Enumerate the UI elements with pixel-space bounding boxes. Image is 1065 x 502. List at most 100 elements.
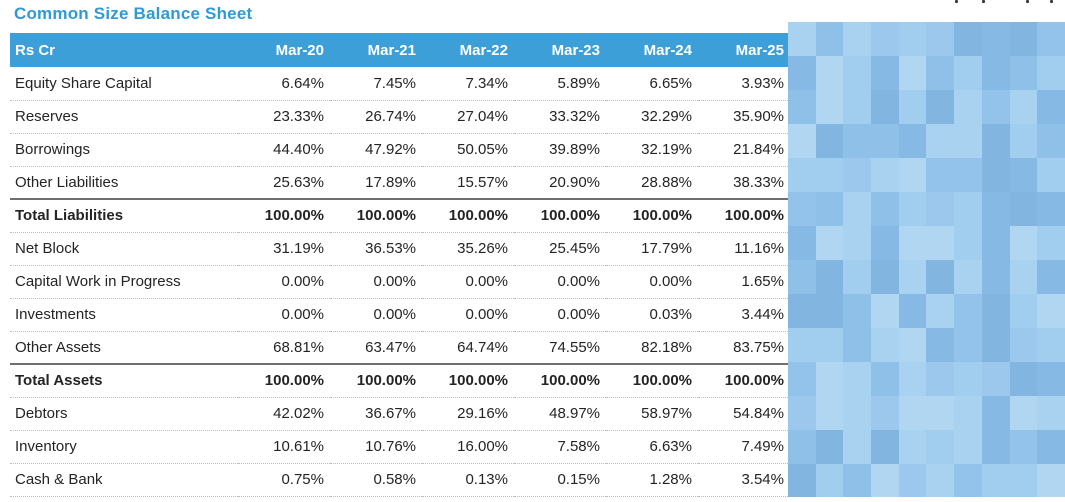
blur-tile: [898, 260, 927, 294]
blur-tile: [926, 430, 955, 464]
blur-tile: [954, 396, 982, 430]
blur-tile: [843, 464, 872, 497]
blur-tile: [1037, 294, 1065, 328]
blur-tile: [871, 56, 899, 90]
table-row: Other Assets 68.81% 63.47% 64.74% 74.55% 82.1…: [10, 331, 790, 365]
blur-tile: [1009, 396, 1038, 430]
blur-tile: [1037, 22, 1065, 56]
blur-tile: [843, 124, 872, 158]
blur-tile: [871, 158, 899, 192]
redacted-blur-panel: [788, 22, 1065, 497]
row-value: 44.40%: [238, 133, 330, 167]
blur-tile: [926, 124, 955, 158]
blur-tile: [788, 464, 816, 497]
table-row: Other Liabilities 25.63% 17.89% 15.57% 20.90…: [10, 166, 790, 200]
row-value: 100.00%: [514, 198, 606, 233]
row-value: 10.61%: [238, 430, 330, 464]
row-value: 100.00%: [698, 363, 790, 398]
row-value: 6.63%: [606, 430, 698, 464]
blur-tile: [954, 158, 982, 192]
blur-tile: [926, 294, 955, 328]
blur-tile: [788, 158, 816, 192]
row-value: 32.19%: [606, 133, 698, 167]
row-value: 0.00%: [514, 265, 606, 299]
blur-tile: [1009, 192, 1038, 226]
row-value: 64.74%: [422, 331, 514, 365]
row-value: 36.53%: [330, 232, 422, 266]
row-value: 17.89%: [330, 166, 422, 200]
blur-tile: [1037, 430, 1065, 464]
blur-tile: [1037, 226, 1065, 260]
row-value: 100.00%: [698, 198, 790, 233]
blur-tile: [815, 464, 844, 497]
row-value: 25.45%: [514, 232, 606, 266]
blur-tile: [815, 294, 844, 328]
row-value: 10.76%: [330, 430, 422, 464]
row-value: 38.33%: [698, 166, 790, 200]
blur-tile: [954, 294, 982, 328]
blur-tile: [1009, 158, 1038, 192]
row-value: 50.05%: [422, 133, 514, 167]
row-value: 0.00%: [330, 298, 422, 332]
blur-tile: [981, 260, 1010, 294]
row-value: 36.67%: [330, 397, 422, 431]
blur-tile: [1009, 464, 1038, 497]
blur-tile: [926, 362, 955, 396]
blur-tile: [926, 158, 955, 192]
blur-tile: [898, 158, 927, 192]
row-value: 100.00%: [330, 198, 422, 233]
row-value: 33.32%: [514, 100, 606, 134]
row-label: Borrowings: [10, 133, 238, 167]
blur-tile: [981, 124, 1010, 158]
blur-tile: [981, 328, 1010, 362]
blur-tile: [843, 362, 872, 396]
blur-tile: [815, 158, 844, 192]
blur-tile: [788, 124, 816, 158]
row-value: 32.29%: [606, 100, 698, 134]
row-value: 0.58%: [330, 463, 422, 497]
row-value: 82.18%: [606, 331, 698, 365]
blur-tile: [954, 124, 982, 158]
blur-tile: [871, 90, 899, 124]
unit-label-header: Rs Cr: [10, 33, 238, 67]
blur-tile: [788, 430, 816, 464]
blur-tile: [871, 22, 899, 56]
blur-tile: [981, 294, 1010, 328]
blur-tile: [926, 56, 955, 90]
blur-tile: [898, 90, 927, 124]
row-value: 0.00%: [422, 265, 514, 299]
blur-tile: [898, 294, 927, 328]
blur-tile: [981, 464, 1010, 497]
blur-tile: [1037, 192, 1065, 226]
row-value: 0.00%: [606, 265, 698, 299]
common-size-balance-sheet-table: Rs Cr Mar-20 Mar-21 Mar-22 Mar-23 Mar-24 Mar-…: [10, 33, 790, 497]
cropped-text-fragments: [0, 0, 1065, 4]
blur-tile: [843, 396, 872, 430]
blur-tile: [954, 22, 982, 56]
row-value: 26.74%: [330, 100, 422, 134]
blur-tile: [815, 362, 844, 396]
row-value: 83.75%: [698, 331, 790, 365]
blur-tile: [1037, 362, 1065, 396]
row-value: 58.97%: [606, 397, 698, 431]
blur-tile: [898, 362, 927, 396]
blur-tile: [788, 226, 816, 260]
blur-tile: [788, 192, 816, 226]
cropped-text-fragment: [1050, 0, 1053, 3]
blur-tile: [788, 294, 816, 328]
row-label: Total Liabilities: [10, 198, 238, 233]
blur-tile: [1037, 328, 1065, 362]
table-row: Debtors 42.02% 36.67% 29.16% 48.97% 58.97% 54.…: [10, 397, 790, 431]
blur-tile: [843, 260, 872, 294]
blur-tile: [788, 56, 816, 90]
table-row: Inventory 10.61% 10.76% 16.00% 7.58% 6.63% 7.4…: [10, 430, 790, 464]
blur-tile: [954, 328, 982, 362]
blur-tile: [926, 260, 955, 294]
row-value: 0.00%: [514, 298, 606, 332]
blur-tile: [843, 430, 872, 464]
blur-tile: [954, 362, 982, 396]
blur-tile: [871, 430, 899, 464]
blur-tile: [898, 328, 927, 362]
blur-tile: [843, 328, 872, 362]
blur-tile: [815, 192, 844, 226]
